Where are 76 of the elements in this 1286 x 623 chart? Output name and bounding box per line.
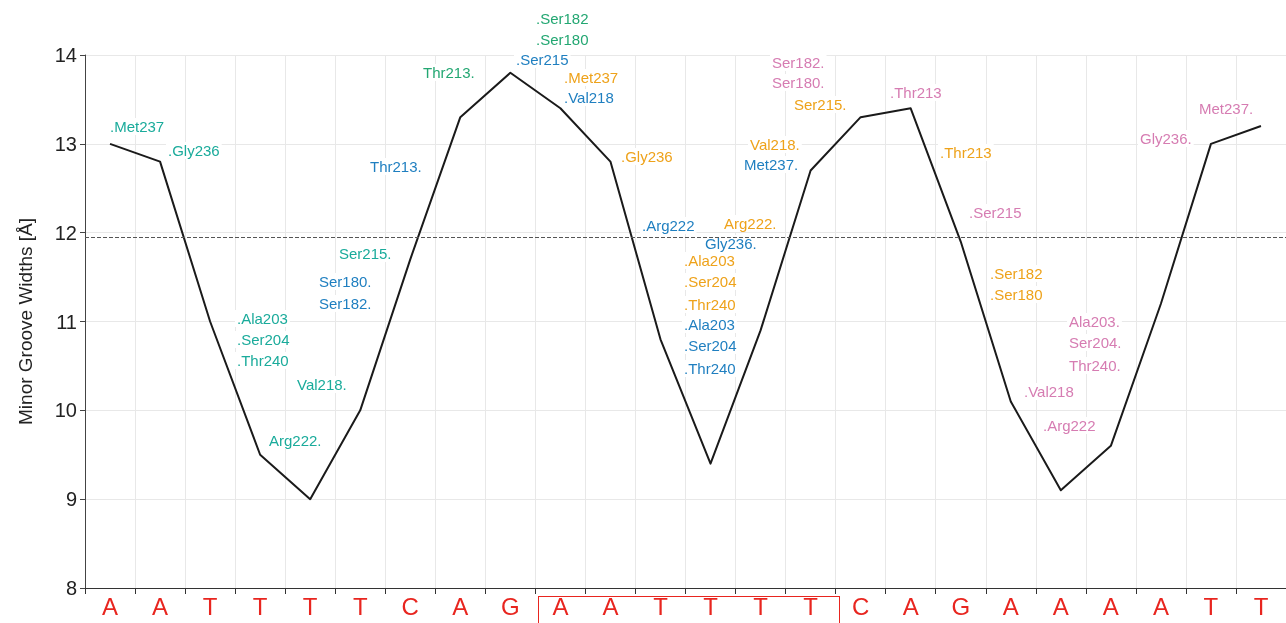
annotation: Ser215.	[339, 245, 392, 262]
annotation: .Met237	[564, 69, 619, 86]
y-tick-label: 10	[54, 399, 77, 422]
annotation: Arg222.	[269, 432, 322, 449]
x-tick-label: A	[1102, 592, 1119, 620]
annotation: Gly236.	[705, 235, 757, 252]
annotation: Arg222.	[724, 215, 777, 232]
y-tick-label: 11	[56, 310, 77, 333]
annotation: .Arg222	[1043, 417, 1096, 434]
x-tick-label: T	[302, 592, 318, 620]
x-tick-label: A	[552, 592, 569, 620]
annotation: .Met237	[110, 118, 165, 135]
annotation: .Ser204	[684, 273, 737, 290]
annotation: Thr240.	[1069, 357, 1121, 374]
annotation: .Ser215	[516, 51, 569, 68]
x-tick-label: G	[951, 592, 971, 620]
annotation: Ser204.	[1069, 334, 1122, 351]
text: .Ser182	[536, 10, 589, 27]
annotation: .Ser204	[684, 337, 737, 354]
annotation: Thr213.	[370, 158, 422, 175]
annotation: Met237.	[744, 156, 799, 173]
annotation: .Ala203	[684, 316, 735, 333]
annotation: .Ala203	[237, 310, 288, 327]
annotation: .Val218	[1024, 383, 1074, 400]
annotation: Ser182.	[319, 295, 372, 312]
x-tick-label: A	[102, 592, 119, 620]
y-tick-label: 12	[54, 221, 77, 244]
annotation: .Thr240	[684, 296, 736, 313]
text: .Ser180	[536, 31, 589, 48]
x-tick-label: A	[902, 592, 919, 620]
annotation: Val218.	[750, 136, 800, 153]
x-tick-label: A	[1152, 592, 1169, 620]
x-tick-label: T	[1203, 592, 1219, 620]
x-tick-label: A	[152, 592, 169, 620]
annotation: Ala203.	[1069, 313, 1120, 330]
x-tick-label: T	[202, 592, 218, 620]
x-tick-label: T	[703, 592, 719, 620]
annotation: .Thr213	[890, 84, 942, 101]
y-tick-label: 14	[54, 44, 77, 66]
x-tick-label: T	[803, 592, 819, 620]
annotation: .Val218	[564, 89, 614, 106]
x-tick-label: T	[753, 592, 769, 620]
annotation: Gly236.	[1140, 130, 1192, 147]
annotation: .Gly236	[168, 142, 220, 159]
annotation: Thr213.	[423, 64, 475, 81]
y-tick-label: 9	[65, 488, 77, 511]
x-tick-label: T	[352, 592, 368, 620]
x-tick-label: G	[501, 592, 520, 620]
y-tick-label: 8	[65, 577, 77, 599]
annotation: .Ser182	[990, 265, 1043, 282]
x-tick-label: A	[452, 592, 469, 620]
annotation: .Thr240	[684, 360, 736, 377]
x-tick-label: A	[1002, 592, 1019, 620]
annotation: .Ala203	[684, 252, 735, 269]
x-tick-label: C	[401, 592, 419, 620]
y-tick-label: 13	[54, 132, 77, 155]
annotation: Met237.	[1199, 100, 1254, 117]
annotation: .Thr240	[237, 352, 289, 369]
x-tick-label: T	[653, 592, 669, 620]
x-tick-label: A	[1052, 592, 1069, 620]
annotation: Val218.	[297, 376, 347, 393]
annotation: .Thr213	[940, 144, 992, 161]
x-tick-label: A	[602, 592, 619, 620]
annotation: Ser180.	[772, 74, 825, 91]
y-axis-title: Minor Groove Widths [Å]	[15, 218, 36, 425]
annotation: .Ser180	[990, 286, 1043, 303]
annotation: .Ser215	[969, 204, 1022, 221]
annotation: Ser180.	[319, 273, 372, 290]
x-tick-label: C	[851, 592, 870, 620]
annotation: .Ser204	[237, 331, 290, 348]
x-tick-label: T	[252, 592, 268, 620]
annotation: Ser215.	[794, 96, 847, 113]
annotation: Ser182.	[772, 54, 825, 71]
annotation: .Arg222	[642, 217, 695, 234]
annotation: .Gly236	[621, 148, 673, 165]
x-tick-label: T	[1253, 592, 1269, 620]
